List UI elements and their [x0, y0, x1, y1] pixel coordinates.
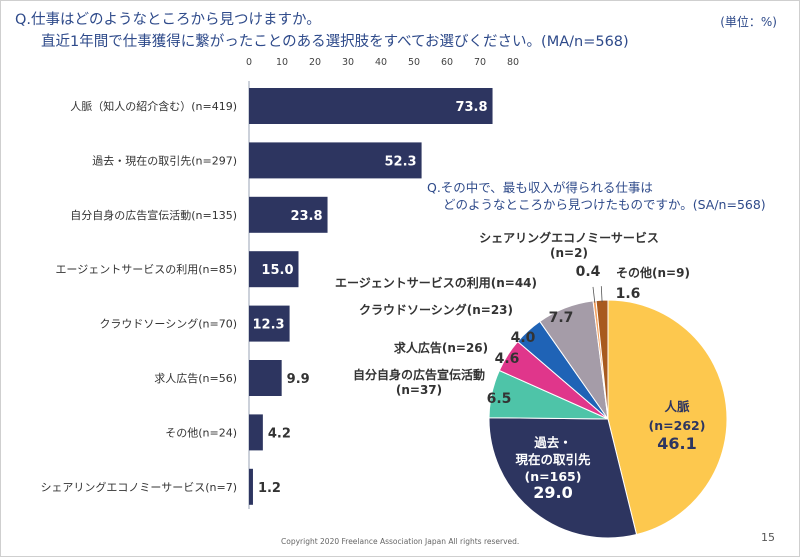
pie-category-label: シェアリングエコノミーサービス — [479, 230, 659, 245]
question-line-1: Q.仕事はどのようなところから見つけますか。 — [15, 12, 321, 28]
bar-chart: 0 10 20 30 40 50 60 70 80 人脈（知人の紹介含む）(n=419) 73.8 過… — [40, 57, 519, 509]
data-label: 4.2 — [268, 426, 291, 441]
category-label: 求人広告(n=56) — [154, 372, 237, 385]
pie-category-label: その他(n=9) — [616, 265, 690, 280]
leader-line — [600, 286, 603, 303]
pie-value-label: 29.0 — [533, 483, 572, 502]
pie-category-label: (n=262) — [649, 418, 706, 433]
x-tick-label: 30 — [342, 57, 354, 68]
pie-category-label: 人脈 — [664, 399, 690, 414]
pie-value-label: 46.1 — [657, 434, 696, 453]
copyright: Copyright 2020 Freelance Association Jap… — [281, 537, 520, 546]
leader-line — [592, 286, 596, 303]
pie-slice — [607, 299, 728, 536]
sub-question-line-2: どのようなところから見つけたものですか。(SA/n=568) — [443, 197, 766, 212]
data-label: 1.2 — [258, 481, 281, 496]
data-label: 52.3 — [385, 154, 417, 169]
x-tick-label: 50 — [408, 57, 420, 68]
pie-value-label: 0.4 — [576, 264, 601, 280]
pie-category-label: 過去・ — [533, 435, 572, 450]
question-line-2: 直近1年間で仕事獲得に繋がったことのある選択肢をすべてお選びください。(MA/n… — [41, 34, 629, 50]
sub-question: Q.その中で、最も収入が得られる仕事は どのようなところから見つけたものですか。… — [427, 179, 766, 213]
x-tick-label: 0 — [246, 57, 252, 68]
page-number: 15 — [761, 531, 775, 544]
pie-category-label: クラウドソーシング(n=23) — [359, 302, 513, 317]
pie-value-label: 6.5 — [487, 391, 512, 407]
x-tick-label: 80 — [507, 57, 519, 68]
x-tick-label: 10 — [276, 57, 288, 68]
category-label: 自分自身の広告宣伝活動(n=135) — [70, 208, 237, 222]
data-label: 9.9 — [287, 372, 310, 387]
pie-category-label: 求人広告(n=26) — [394, 340, 488, 355]
bar — [249, 251, 299, 288]
x-tick-label: 60 — [441, 57, 453, 68]
data-label: 15.0 — [261, 263, 293, 278]
data-label: 73.8 — [455, 100, 487, 115]
bar — [249, 468, 253, 505]
category-label: シェアリングエコノミーサービス(n=7) — [40, 480, 237, 494]
pie-value-label: 4.0 — [511, 330, 536, 346]
bar — [249, 305, 290, 342]
unit-label: (単位：%) — [720, 15, 777, 29]
x-tick-label: 40 — [375, 57, 387, 68]
bar — [249, 142, 422, 179]
category-label: その他(n=24) — [165, 426, 237, 439]
pie-category-label: (n=2) — [550, 246, 588, 260]
category-label: クラウドソーシング(n=70) — [99, 317, 237, 331]
pie-chart: 人脈 (n=262)46.1 過去・現在の取引先 (n=165)29.0 自分自身の広告… — [335, 230, 728, 539]
pie-category-label: 現在の取引先 — [515, 452, 591, 467]
pie-category-label: (n=165) — [525, 469, 582, 484]
data-label: 12.3 — [253, 318, 285, 333]
pie-value-label: 4.6 — [495, 351, 520, 367]
question-title: Q.仕事はどのようなところから見つけますか。 直近1年間で仕事獲得に繋がったこと… — [15, 9, 629, 53]
x-tick-label: 20 — [309, 57, 321, 68]
x-tick-label: 70 — [474, 57, 486, 68]
category-label: エージェントサービスの利用(n=85) — [55, 263, 237, 276]
category-label: 過去・現在の取引先(n=297) — [92, 153, 237, 167]
bar — [249, 196, 328, 233]
pie-category-label: 自分自身の広告宣伝活動 — [353, 367, 485, 382]
pie-category-label: エージェントサービスの利用(n=44) — [335, 275, 537, 290]
bar — [249, 414, 263, 451]
bar — [249, 360, 282, 396]
sub-question-line-1: Q.その中で、最も収入が得られる仕事は — [427, 180, 653, 195]
pie-value-label: 7.7 — [549, 310, 574, 326]
pie-value-label: 1.6 — [616, 286, 641, 302]
bar — [249, 88, 493, 124]
data-label: 23.8 — [290, 209, 322, 224]
category-label: 人脈（知人の紹介含む）(n=419) — [70, 99, 237, 113]
pie-category-label: (n=37) — [396, 383, 442, 397]
pie-slice — [488, 417, 638, 539]
